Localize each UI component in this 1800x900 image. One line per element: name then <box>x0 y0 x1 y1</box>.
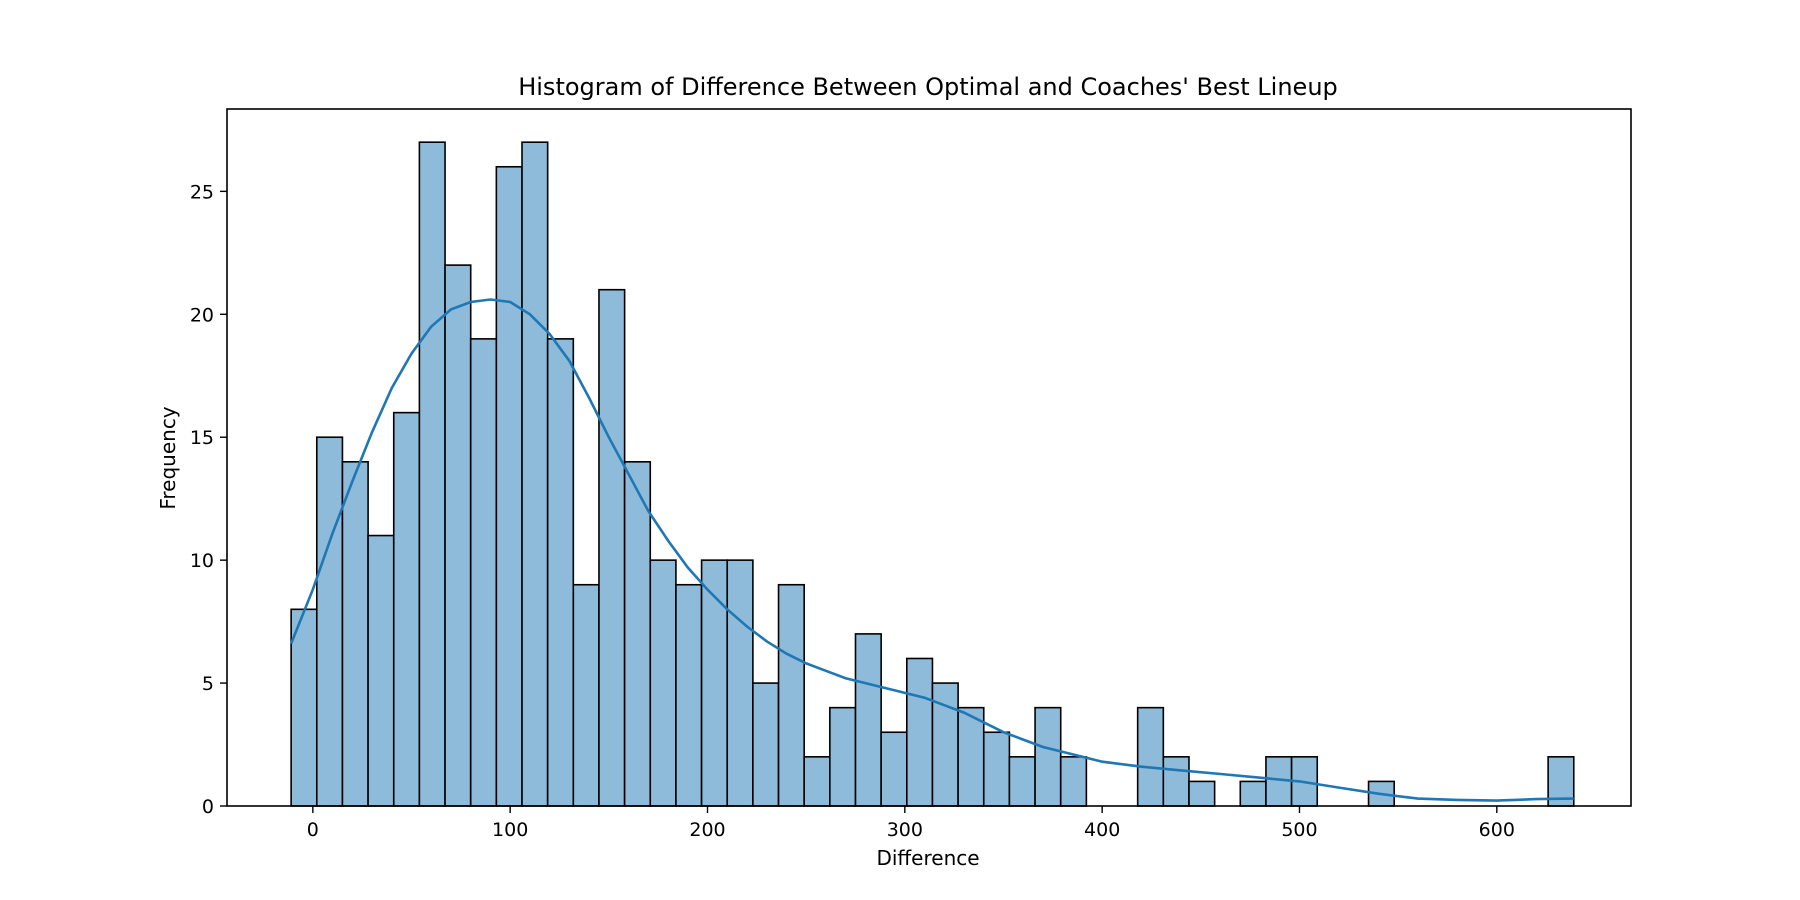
histogram-bar <box>1034 706 1062 807</box>
y-tick-label: 10 <box>190 550 214 572</box>
x-tick-label: 600 <box>1479 819 1515 841</box>
x-axis-label: Difference <box>876 846 979 870</box>
histogram-bar <box>649 559 677 807</box>
histogram-bar <box>1162 756 1190 807</box>
x-tick-label: 200 <box>689 819 725 841</box>
x-tick-label: 400 <box>1084 819 1120 841</box>
histogram-bar <box>1188 780 1216 807</box>
histogram-bar <box>598 288 626 807</box>
plot-frame <box>226 108 1632 807</box>
histogram-bar <box>675 583 703 807</box>
histogram-bar <box>572 583 600 807</box>
histogram-bar <box>623 461 652 807</box>
histogram-bar <box>1239 780 1267 807</box>
histogram-bar <box>777 583 805 807</box>
chart-title: Histogram of Difference Between Optimal … <box>518 73 1338 101</box>
histogram-bar <box>392 411 421 807</box>
y-tick-label: 20 <box>190 304 214 326</box>
y-tick-label: 25 <box>190 181 214 203</box>
histogram-bars <box>290 141 1575 807</box>
y-tick-label: 15 <box>190 427 214 449</box>
x-tick-label: 500 <box>1281 819 1317 841</box>
y-axis-label: Frequency <box>156 406 180 509</box>
histogram-bar <box>290 608 318 807</box>
x-tick-label: 0 <box>307 819 319 841</box>
histogram-bar <box>854 633 882 807</box>
histogram-bar <box>752 682 780 807</box>
histogram-bar <box>1008 756 1036 807</box>
x-tick-label: 100 <box>492 819 528 841</box>
histogram-bar <box>495 165 523 807</box>
kde-curve <box>289 298 1574 802</box>
histogram-bar <box>469 338 498 807</box>
histogram-bar <box>906 657 934 807</box>
histogram-bar <box>315 436 344 807</box>
histogram-bar <box>880 731 908 807</box>
y-tick-label: 5 <box>202 673 214 695</box>
histogram-bar <box>1059 756 1088 807</box>
histogram-bar <box>1136 706 1165 807</box>
histogram-bar <box>982 731 1011 807</box>
histogram-bar <box>803 756 831 807</box>
histogram-bar <box>726 559 754 807</box>
histogram-bar <box>546 338 575 807</box>
histogram-bar <box>341 461 369 807</box>
histogram-bar <box>367 534 395 807</box>
histogram-bar <box>957 706 985 807</box>
histogram-bar <box>700 559 729 807</box>
x-axis-ticks: 0 100 200 300 400 500 600 <box>307 806 1515 841</box>
histogram-bar <box>521 141 549 807</box>
histogram-bar <box>444 264 472 807</box>
y-tick-label: 0 <box>202 796 214 818</box>
histogram-bar <box>418 141 446 807</box>
x-tick-label: 300 <box>887 819 923 841</box>
y-axis-ticks: 0 5 10 15 20 25 <box>190 181 227 818</box>
histogram-bar <box>829 706 857 807</box>
